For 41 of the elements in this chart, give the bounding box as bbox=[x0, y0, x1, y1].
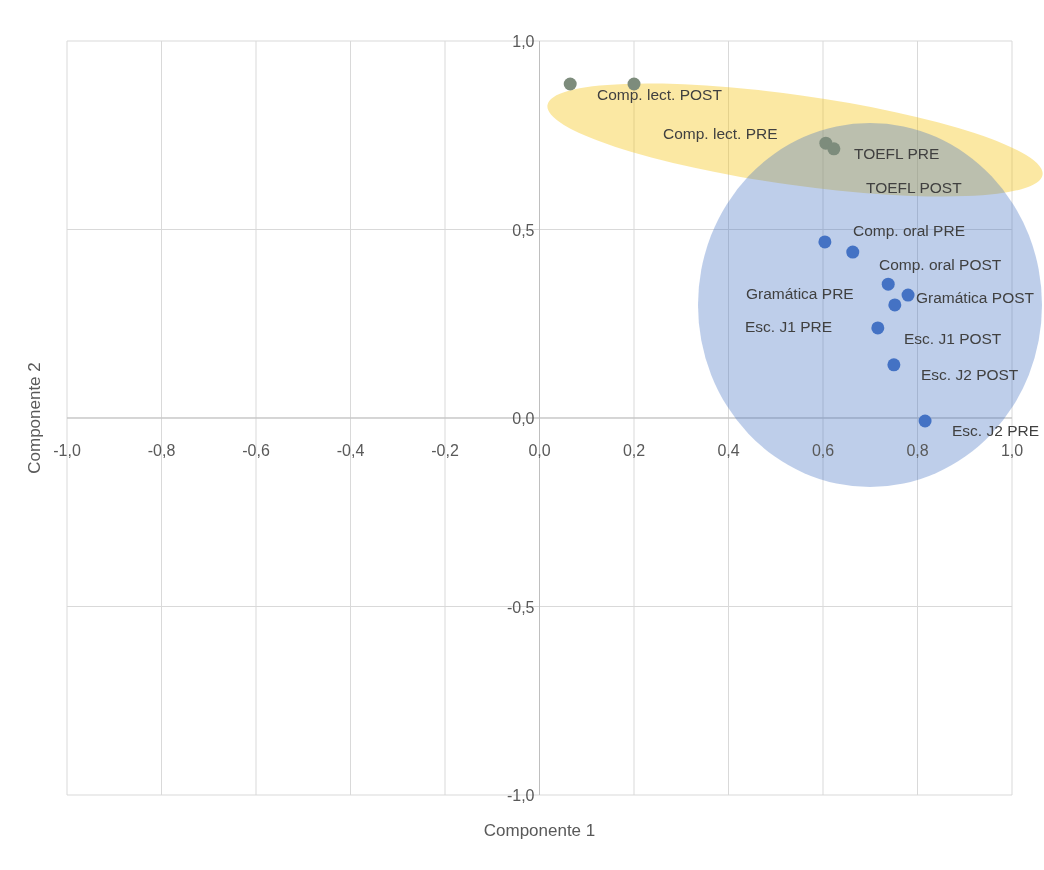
annotation: Gramática PRE bbox=[746, 285, 854, 302]
point bbox=[846, 245, 860, 259]
point bbox=[563, 77, 577, 91]
annotation: Comp. lect. POST bbox=[597, 86, 723, 103]
x-tick-label: -0,2 bbox=[431, 442, 459, 459]
point bbox=[827, 142, 841, 156]
annotation: Gramática POST bbox=[916, 289, 1035, 306]
annotation: Esc. J1 POST bbox=[904, 330, 1002, 347]
annotation: Esc. J1 PRE bbox=[745, 318, 832, 335]
point bbox=[887, 358, 901, 372]
x-axis-title: Componente 1 bbox=[483, 821, 596, 840]
annotation: Esc. J2 PRE bbox=[952, 422, 1039, 439]
x-tick-label: -0,8 bbox=[147, 442, 176, 459]
annotation: Esc. J2 POST bbox=[921, 366, 1019, 383]
x-tick-label: 0,8 bbox=[906, 442, 929, 459]
annotation: Comp. lect. PRE bbox=[663, 125, 778, 142]
point bbox=[888, 298, 902, 312]
y-tick-label: 1,0 bbox=[512, 33, 535, 50]
annotation: TOEFL POST bbox=[866, 179, 963, 196]
point bbox=[901, 288, 915, 302]
y-axis-title: Componente 2 bbox=[25, 362, 44, 474]
x-tick-label: 0,4 bbox=[717, 442, 740, 459]
x-tick-label: -0,4 bbox=[336, 442, 365, 459]
x-tick-label: 0,0 bbox=[528, 442, 551, 459]
x-tick-label: -0,6 bbox=[242, 442, 270, 459]
annotation: Comp. oral PRE bbox=[853, 222, 965, 239]
point bbox=[627, 77, 641, 91]
point bbox=[881, 277, 895, 291]
x-tick-label: 0,2 bbox=[622, 442, 646, 459]
x-tick-label: 1,0 bbox=[1000, 442, 1024, 459]
point bbox=[918, 414, 932, 428]
y-tick-label: 0,5 bbox=[512, 221, 535, 239]
point bbox=[871, 321, 885, 335]
point bbox=[818, 235, 832, 249]
annotation: TOEFL PRE bbox=[854, 145, 940, 162]
x-tick-label: -1,0 bbox=[53, 442, 81, 459]
y-tick-label: -1,0 bbox=[506, 787, 535, 804]
x-tick-label: 0,6 bbox=[811, 442, 835, 459]
y-tick-label: -0,5 bbox=[506, 598, 535, 616]
annotation: Comp. oral POST bbox=[879, 256, 1002, 273]
y-tick-label: 0,0 bbox=[512, 410, 535, 427]
